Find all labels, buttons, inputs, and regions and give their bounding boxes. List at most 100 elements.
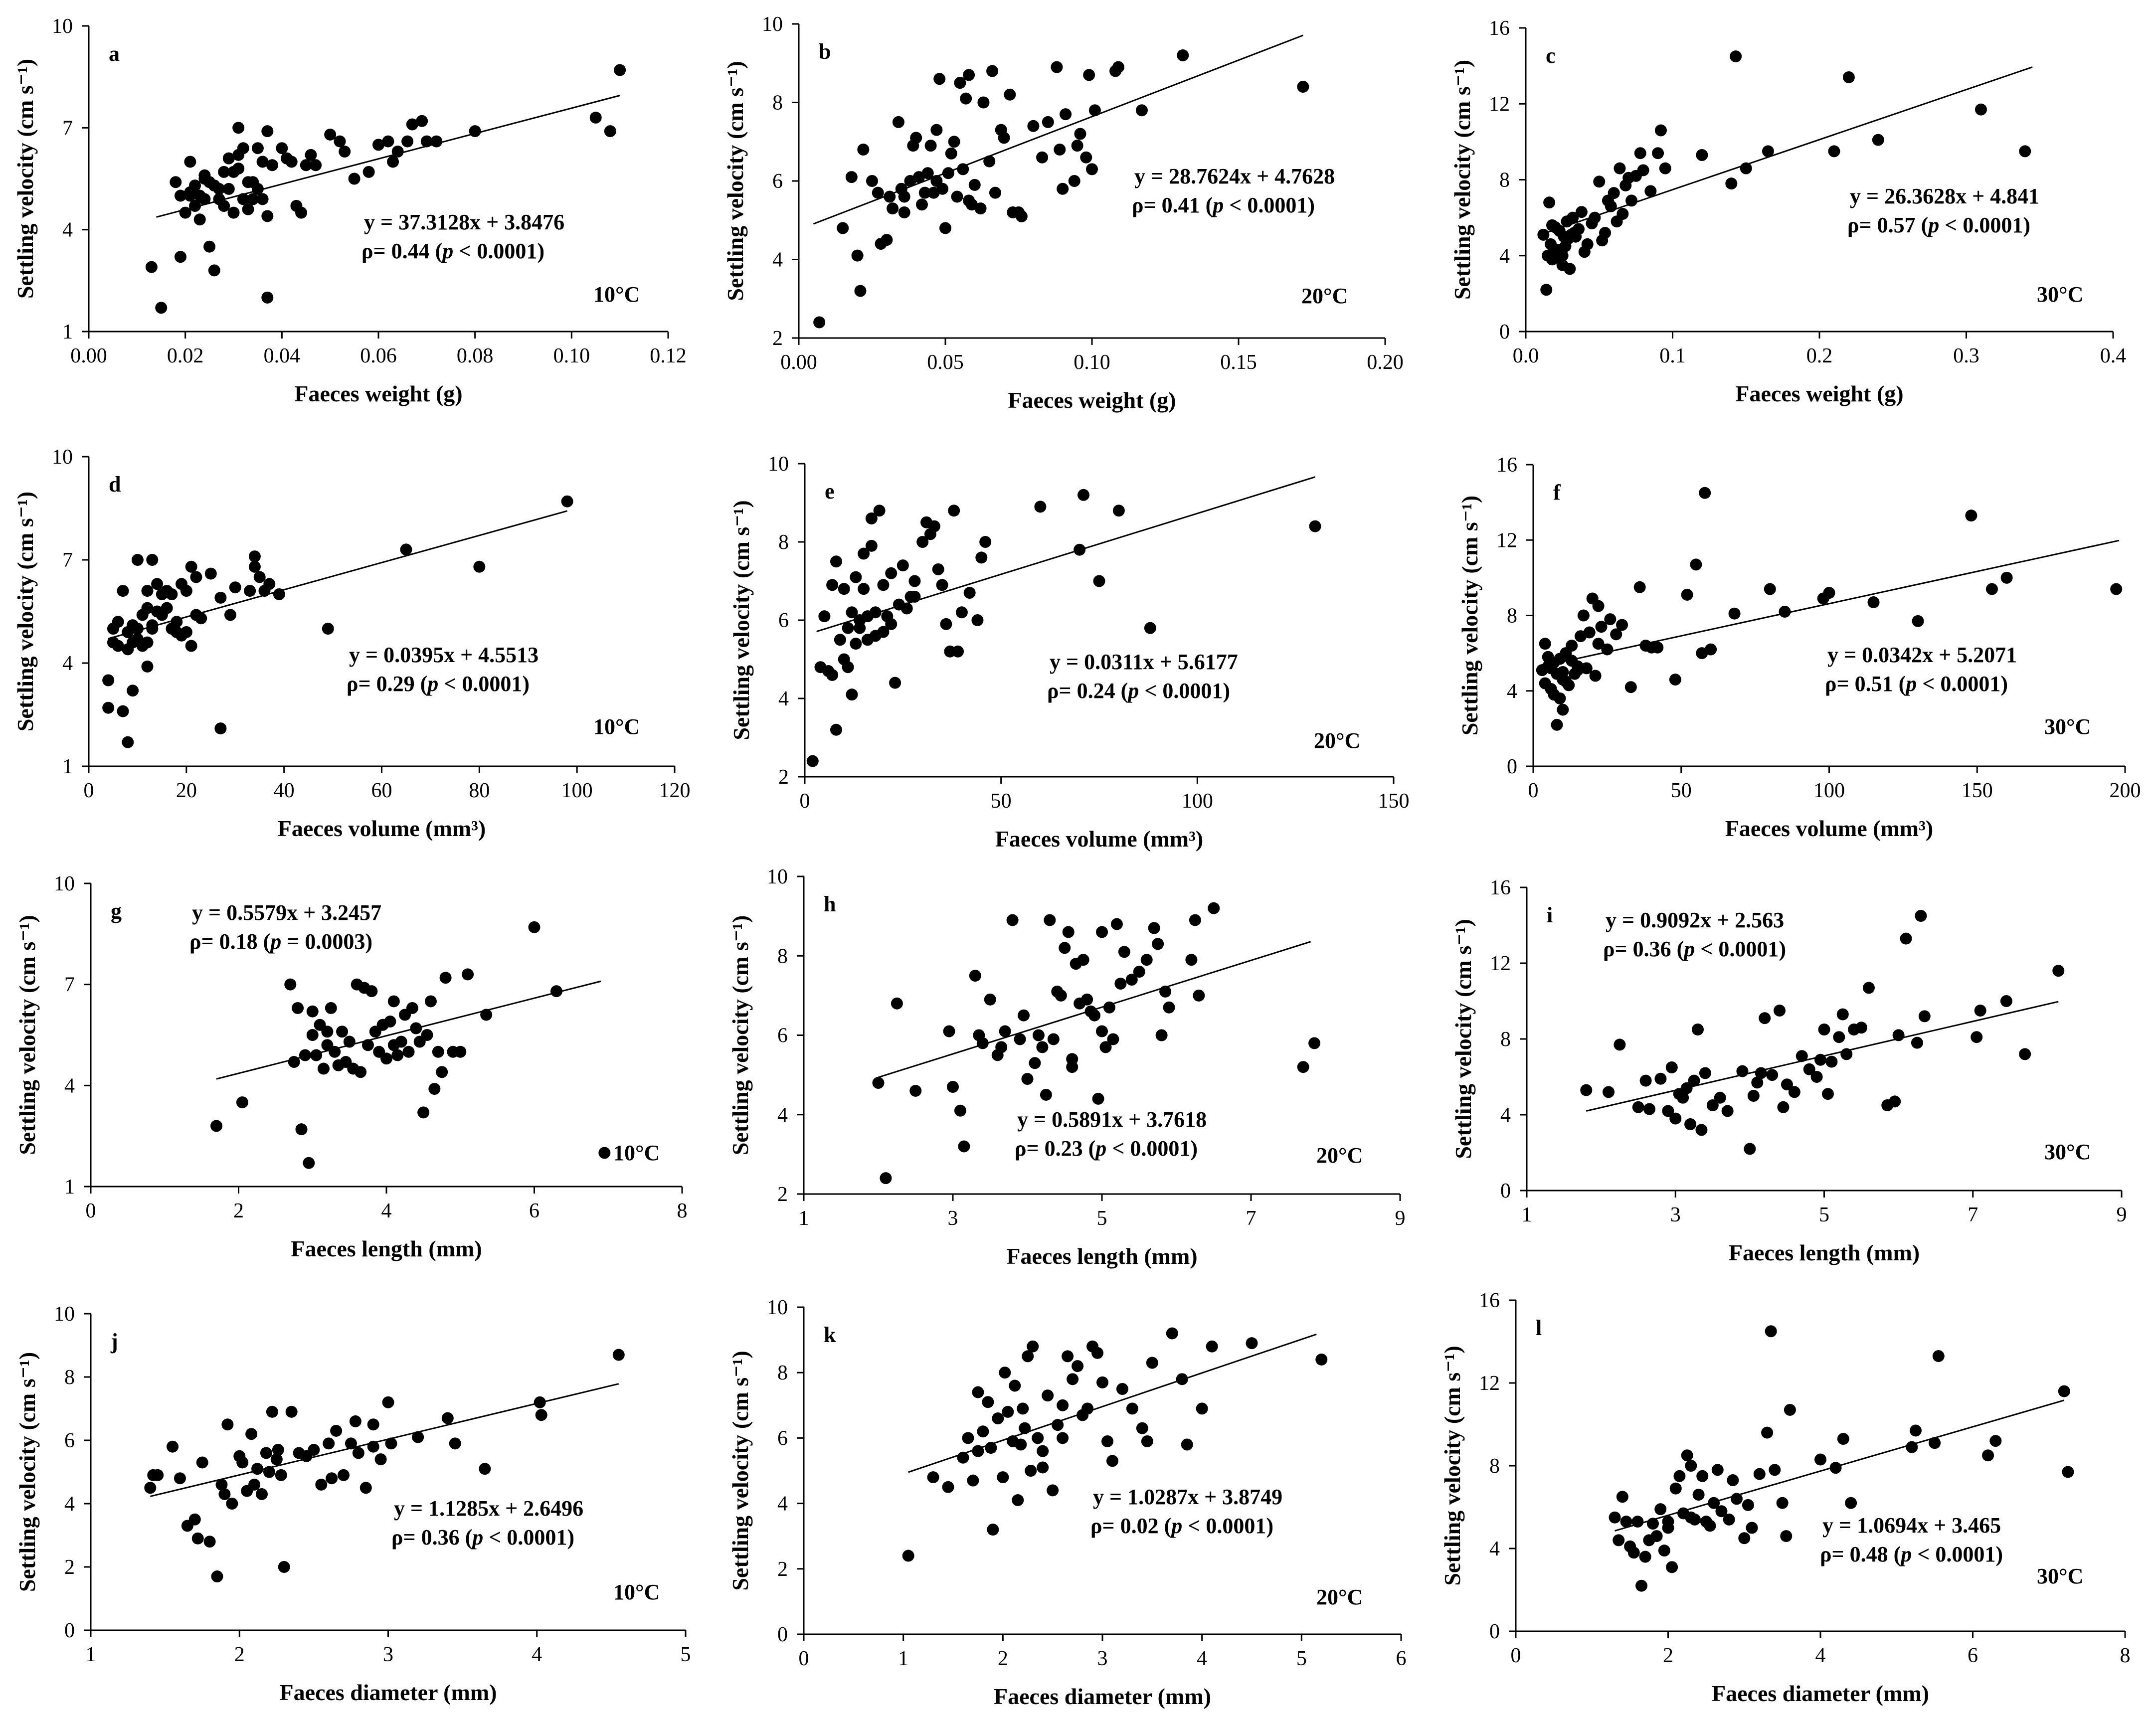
- data-point: [224, 609, 236, 621]
- data-point: [1662, 1522, 1674, 1534]
- data-point: [112, 640, 124, 652]
- x-tick-label: 50: [991, 790, 1012, 813]
- data-point: [1828, 145, 1840, 158]
- y-tick-label: 1: [64, 1176, 75, 1199]
- data-point: [1603, 1086, 1615, 1098]
- correlation-text: ρ= 0.57 (p < 0.0001): [1847, 213, 2030, 237]
- data-point: [1755, 1067, 1767, 1079]
- data-point: [1086, 163, 1098, 175]
- y-tick-label: 4: [1499, 245, 1510, 268]
- data-point: [1557, 674, 1569, 686]
- data-point: [909, 1084, 922, 1097]
- data-point: [245, 1428, 258, 1440]
- x-tick-label: 9: [2117, 1203, 2127, 1226]
- y-tick-label: 1: [62, 755, 73, 778]
- data-point: [260, 1447, 272, 1459]
- data-point: [987, 1524, 999, 1536]
- data-point: [1836, 1008, 1849, 1021]
- data-point: [1696, 1470, 1709, 1482]
- data-point: [1133, 966, 1145, 978]
- data-point: [417, 1106, 430, 1119]
- data-point: [945, 147, 957, 160]
- data-point: [838, 583, 850, 595]
- data-point: [1909, 1424, 1922, 1437]
- data-point: [918, 186, 931, 199]
- data-point: [1680, 1082, 1693, 1094]
- data-point: [1159, 985, 1172, 998]
- data-point: [963, 587, 976, 599]
- data-point: [1083, 69, 1095, 81]
- y-tick-label: 4: [777, 1104, 788, 1127]
- data-point: [1669, 1112, 1682, 1125]
- data-point: [1814, 1053, 1827, 1066]
- data-point: [974, 202, 987, 215]
- x-tick-label: 5: [681, 1643, 691, 1666]
- data-point: [1605, 200, 1617, 212]
- data-point: [222, 152, 235, 165]
- y-axis-title: Settling velocity (cm s⁻¹): [1449, 60, 1475, 300]
- regression-line: [1539, 539, 2120, 668]
- data-point: [846, 688, 858, 701]
- data-point: [1557, 703, 1569, 716]
- rho-suffix: < 0.0001): [1182, 1514, 1273, 1538]
- data-point: [880, 1172, 892, 1185]
- data-point: [102, 701, 115, 714]
- data-point: [1699, 487, 1711, 499]
- data-point: [1688, 1074, 1700, 1087]
- data-point: [869, 630, 882, 642]
- data-point: [195, 612, 207, 625]
- data-point: [336, 1026, 349, 1038]
- data-point: [270, 1453, 283, 1466]
- y-tick-label: 7: [64, 974, 75, 997]
- data-point: [2000, 995, 2012, 1007]
- data-point: [1685, 1511, 1697, 1524]
- data-point: [1651, 641, 1664, 654]
- data-point: [954, 1104, 966, 1117]
- data-point: [1103, 1001, 1115, 1014]
- rho-p: p: [1899, 1542, 1912, 1566]
- data-point: [1706, 1099, 1719, 1111]
- data-point: [1071, 140, 1083, 152]
- data-point: [226, 1498, 238, 1510]
- data-point: [1872, 134, 1884, 146]
- x-axis-title: Faeces weight (g): [1735, 381, 1903, 406]
- data-point: [1593, 175, 1606, 188]
- data-point: [1125, 974, 1138, 986]
- data-point: [984, 993, 996, 1006]
- correlation-text: ρ= 0.36 (p < 0.0001): [1603, 937, 1786, 961]
- data-point: [1006, 914, 1019, 926]
- y-tick-label: 10: [762, 13, 783, 36]
- y-tick-label: 8: [1489, 1455, 1500, 1478]
- data-point: [1040, 1088, 1052, 1101]
- data-point: [1774, 1005, 1786, 1017]
- y-tick-label: 2: [777, 1558, 788, 1581]
- data-point: [1037, 1445, 1049, 1457]
- data-point: [1989, 1435, 2002, 1447]
- data-point: [424, 995, 437, 1008]
- data-point: [292, 1002, 304, 1014]
- data-point: [1021, 1073, 1034, 1085]
- correlation-text: ρ= 0.48 (p < 0.0001): [1820, 1542, 2003, 1566]
- data-point: [145, 261, 158, 273]
- data-point: [244, 585, 256, 597]
- x-axis-title: Faeces volume (mm³): [278, 816, 486, 841]
- data-point: [256, 156, 269, 168]
- data-point: [958, 1140, 970, 1153]
- data-point: [930, 175, 943, 187]
- data-point: [1761, 1426, 1774, 1439]
- data-point: [1067, 1373, 1079, 1385]
- data-point: [127, 685, 139, 697]
- data-point: [1539, 638, 1551, 650]
- y-tick-label: 12: [1489, 93, 1510, 116]
- data-point: [248, 560, 261, 573]
- y-tick-label: 8: [64, 1366, 75, 1389]
- y-axis-title: Settling velocity (cm s⁻¹): [1439, 1346, 1465, 1585]
- rho-p: p: [1093, 1136, 1106, 1161]
- x-tick-label: 0.08: [457, 344, 494, 367]
- data-point: [846, 606, 858, 619]
- data-point: [1614, 162, 1626, 174]
- data-point: [174, 251, 186, 263]
- y-tick-label: 6: [772, 170, 783, 193]
- data-point: [215, 1478, 228, 1491]
- data-point: [818, 610, 831, 623]
